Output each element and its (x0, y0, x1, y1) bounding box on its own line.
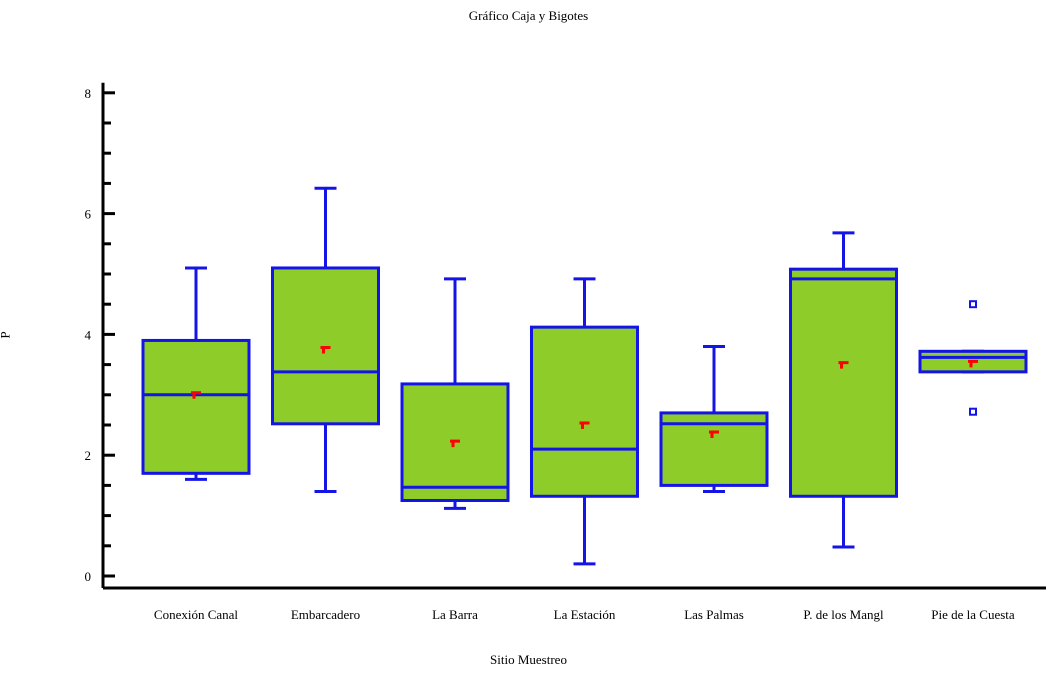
y-tick-label: 4 (85, 327, 92, 342)
y-tick-label: 2 (85, 448, 92, 463)
box-p-de-los-mangl (789, 267, 898, 498)
x-tick-label-las-palmas: Las Palmas (684, 607, 744, 622)
x-tick-label-la-estaci-n: La Estación (554, 607, 616, 622)
y-tick-label: 8 (85, 86, 92, 101)
mean-marker-pie-de-la-cuesta (968, 359, 978, 368)
x-tick-label-p-de-los-mangl: P. de los Mangl (803, 607, 884, 622)
mean-marker-conexi-n-canal (191, 391, 201, 399)
mean-marker-las-palmas (709, 430, 719, 439)
outlier-pie-de-la-cuesta (969, 300, 977, 309)
box-conexi-n-canal (141, 338, 251, 475)
box-embarcadero (271, 266, 380, 426)
box-la-estaci-n (530, 325, 639, 498)
mean-marker-la-barra (450, 439, 460, 448)
x-tick-label-embarcadero: Embarcadero (291, 607, 360, 622)
y-tick-label: 6 (85, 207, 92, 222)
x-tick-label-la-barra: La Barra (432, 607, 478, 622)
mean-marker-p-de-los-mangl (838, 361, 849, 369)
y-tick-label: 0 (85, 569, 92, 584)
mean-marker-embarcadero (320, 346, 331, 354)
mean-marker-la-estaci-n (579, 421, 590, 429)
x-axis-label: Sitio Muestreo (490, 652, 567, 667)
outlier-pie-de-la-cuesta (969, 407, 977, 416)
x-tick-label-pie-de-la-cuesta: Pie de la Cuesta (931, 607, 1015, 622)
x-tick-label-conexi-n-canal: Conexión Canal (154, 607, 239, 622)
chart-title: Gráfico Caja y Bigotes (468, 8, 589, 23)
